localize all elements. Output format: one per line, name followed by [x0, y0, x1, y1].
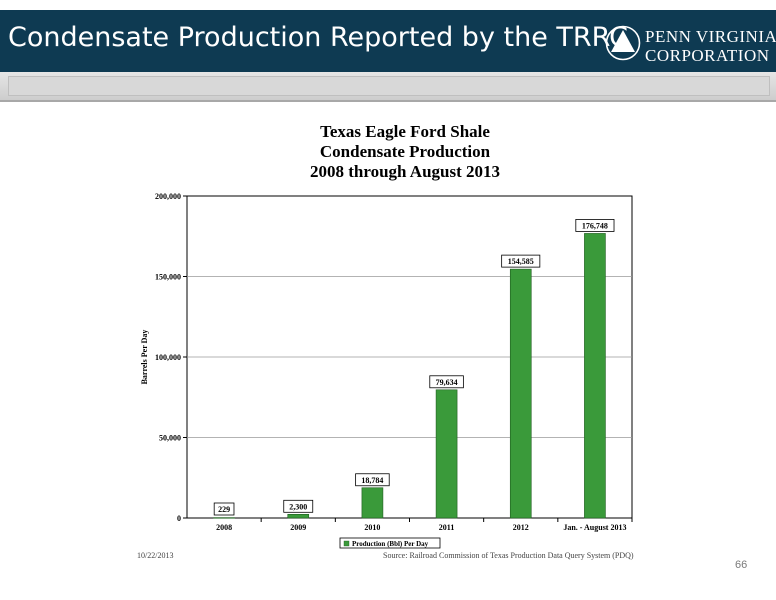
bar-2010	[361, 487, 384, 519]
footer-source: Source: Railroad Commission of Texas Pro…	[383, 551, 634, 560]
header-bar: Condensate Production Reported by the TR…	[0, 10, 776, 72]
y-tick-label: 0	[177, 514, 181, 523]
slide-title: Condensate Production Reported by the TR…	[8, 22, 628, 53]
data-label: 18,784	[361, 476, 383, 485]
legend-label: Production (Bbl) Per Day	[352, 540, 429, 548]
y-tick-label: 50,000	[159, 434, 181, 443]
data-label-box	[575, 219, 615, 232]
legend-box	[339, 537, 441, 549]
data-label-box	[355, 473, 390, 487]
header-subbar	[0, 72, 776, 102]
data-label: 229	[218, 505, 230, 514]
data-label-box	[501, 254, 541, 268]
footer-date: 10/22/2013	[137, 551, 174, 560]
y-tick-label: 150,000	[155, 273, 181, 282]
chart-title-line-3: 2008 through August 2013	[309, 162, 501, 181]
data-label: 176,748	[582, 221, 608, 230]
x-tick-label: 2010	[364, 523, 380, 532]
data-label: 2,300	[289, 502, 307, 511]
triangle-emblem-icon	[605, 25, 641, 61]
x-tick-label: Jan. - August 2013	[563, 523, 626, 532]
y-axis-label: Barrels Per Day	[140, 330, 149, 385]
bar-2012	[509, 268, 532, 519]
chart-title: Texas Eagle Ford Shale Condensate Produc…	[250, 122, 560, 182]
logo-line-2: CORPORATION	[645, 46, 770, 65]
bar-2009	[287, 513, 310, 519]
y-tick-label: 100,000	[155, 353, 181, 362]
data-label-box	[429, 375, 464, 389]
data-label: 79,634	[436, 378, 458, 387]
chart-title-line-2: Condensate Production	[319, 142, 491, 161]
bar-2008	[213, 517, 235, 519]
legend-swatch	[343, 540, 350, 547]
page-number: 66	[735, 559, 748, 571]
chart-title-line-1: Texas Eagle Ford Shale	[320, 122, 490, 141]
data-label-box	[213, 502, 235, 516]
logo-line-1: PENN VIRGINIA	[645, 27, 776, 46]
bar-2011	[435, 389, 458, 519]
data-label-box	[283, 499, 314, 513]
data-label: 154,585	[508, 257, 534, 266]
x-tick-label: 2009	[290, 523, 306, 532]
y-tick-label: 200,000	[155, 192, 181, 201]
x-tick-label: 2012	[513, 523, 529, 532]
bar-jan-august-2013	[584, 233, 606, 519]
x-tick-label: 2008	[216, 523, 232, 532]
x-tick-label: 2011	[439, 523, 455, 532]
